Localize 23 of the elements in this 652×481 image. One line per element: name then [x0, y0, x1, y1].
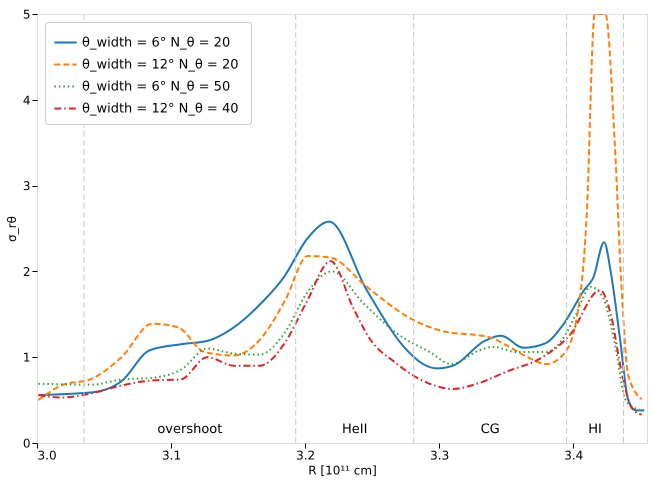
x-tick-label: 3.2 — [296, 448, 316, 462]
y-tick-label: 4 — [22, 93, 30, 108]
line-series — [37, 220, 646, 412]
x-tick-label: 3.0 — [38, 448, 57, 462]
line-series — [37, 14, 643, 402]
x-axis-title: R [10¹¹ cm] — [308, 464, 377, 478]
y-tick-label: 2 — [22, 264, 30, 279]
y-axis-title: σ_rθ — [4, 216, 19, 242]
y-tick-label: 1 — [22, 350, 30, 365]
legend-label: θ_width = 12° N_θ = 20 — [82, 58, 238, 72]
legend-label: θ_width = 6° N_θ = 20 — [82, 36, 230, 50]
legend-label: θ_width = 6° N_θ = 50 — [82, 80, 230, 94]
y-tick-label: 5 — [22, 8, 30, 22]
y-tick-label: 3 — [22, 179, 30, 194]
legend-label: θ_width = 12° N_θ = 40 — [82, 102, 238, 116]
x-tick-label: 3.4 — [564, 448, 584, 462]
x-tick-label: 3.1 — [162, 448, 182, 462]
annotation: HI — [588, 422, 602, 437]
annotation: CG — [480, 422, 500, 437]
x-tick-label: 3.3 — [430, 448, 450, 462]
y-tick-label: 0 — [22, 436, 30, 450]
annotation: HeII — [342, 422, 368, 437]
annotation: overshoot — [157, 422, 222, 437]
